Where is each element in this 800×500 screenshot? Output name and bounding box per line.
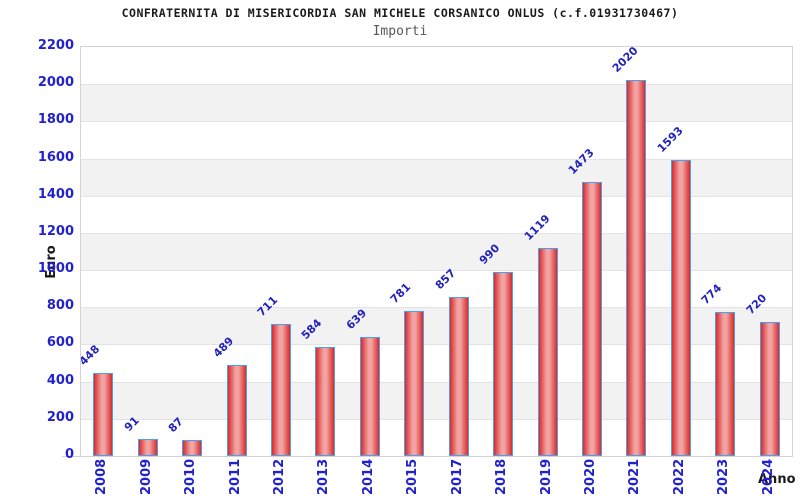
bar [670,159,691,456]
y-tick-label: 1600 [37,149,74,165]
y-tick-label: 0 [64,447,74,462]
gridline [81,195,792,197]
y-tick-label: 1800 [37,112,74,128]
gridline [81,381,792,383]
x-tick-label: 2015 [405,458,421,495]
bar-value-label: 2020 [610,44,642,76]
bar [537,247,558,456]
bar [182,439,203,456]
plot-area: 448 91 87 489 711 584 639 781 857 990 1119 1473 2020… [77,44,793,457]
x-tick-label: 2014 [360,458,376,495]
gridline [81,158,792,160]
x-tick-label: 2024 [760,458,776,495]
plot-band [81,84,792,122]
bar-value-label: 774 [699,281,725,308]
y-tick-label: 200 [46,409,74,425]
y-tick-label: 1200 [37,223,74,239]
y-tick-label: 2000 [37,75,74,91]
chart-subtitle: Importi [372,24,428,39]
x-tick-label: 2018 [494,458,510,495]
gridline [81,418,792,420]
gridline [81,121,792,123]
gridline [81,307,792,309]
x-tick-label: 2023 [716,458,732,495]
y-tick-label: 600 [46,335,74,351]
bar [582,182,603,456]
y-tick-label: 1400 [37,186,74,202]
bar-value-label: 448 [77,342,103,368]
gridline [81,84,792,86]
x-tick-label: 2022 [671,458,687,495]
bar [493,271,514,456]
bar [715,312,736,456]
bar-value-label: 781 [388,280,414,306]
gridline [81,232,792,234]
y-tick-label: 800 [46,298,74,314]
chart-title: CONFRATERNITA DI MISERICORDIA SAN MICHEL… [121,6,679,20]
x-axis-line [62,456,791,457]
x-tick-label: 2011 [227,458,243,495]
x-tick-label: 2008 [94,458,110,495]
bar-value-label: 1593 [654,123,686,155]
bar [270,323,291,456]
x-tick-label: 2017 [449,458,465,495]
x-tick-label: 2012 [271,458,287,495]
bar [448,296,469,456]
bar [359,337,380,456]
bar [626,80,647,456]
y-tick-label: 2200 [37,38,74,53]
y-tick-label: 1000 [37,261,74,277]
x-tick-label: 2020 [583,458,599,495]
bar [315,347,336,456]
x-tick-label: 2013 [316,458,332,495]
gridline [81,270,792,272]
bar [404,310,425,456]
x-tick-label: 2010 [183,458,199,495]
bar [93,372,114,456]
x-tick-label: 2019 [538,458,554,495]
gridline [81,344,792,346]
x-tick-label: 2009 [138,458,154,495]
bar [226,365,247,456]
x-tick-label: 2021 [627,458,643,495]
bar [137,439,158,456]
y-tick-label: 400 [46,372,74,388]
bar [759,322,780,456]
x-axis-title: Anno [758,472,796,487]
